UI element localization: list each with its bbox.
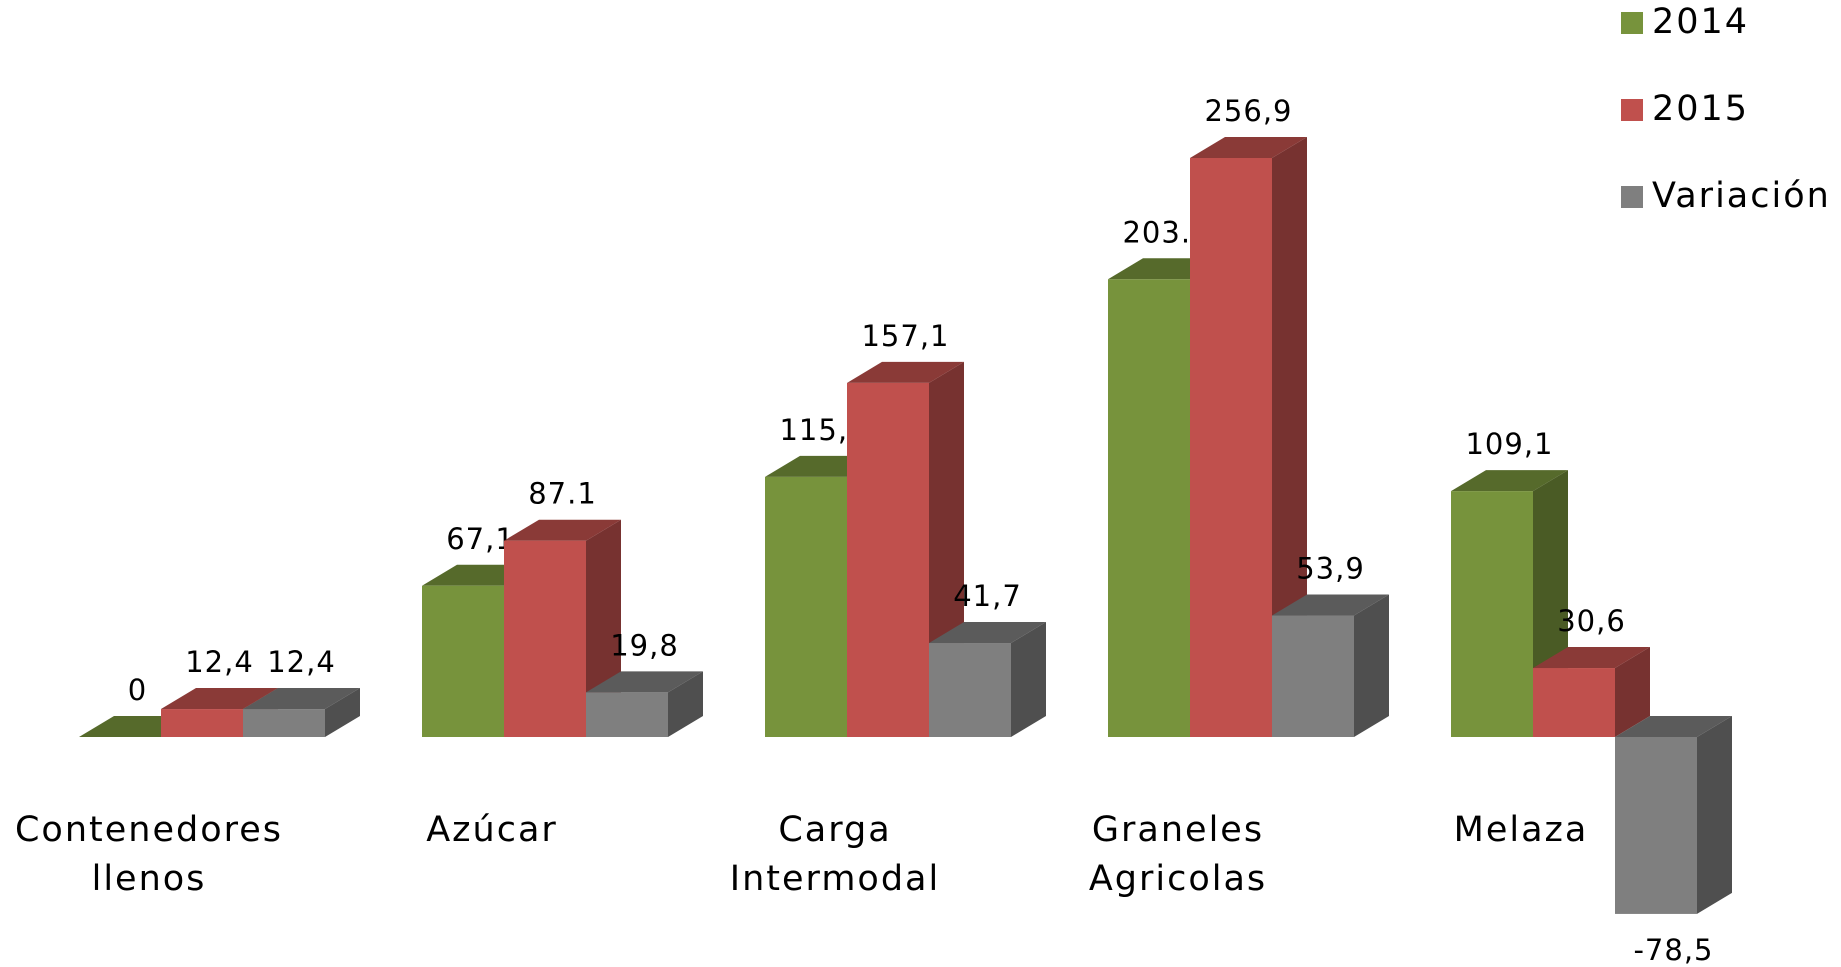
- bar-side: [1272, 137, 1307, 737]
- bar-side: [1011, 622, 1046, 737]
- legend-label: Variación: [1652, 176, 1831, 216]
- data-label: 67,1: [446, 522, 515, 556]
- data-label: -78,5: [1633, 933, 1713, 967]
- bar-top: [243, 688, 360, 710]
- bar-top: [1272, 594, 1389, 616]
- x-tick-label: Graneles Agricolas: [1088, 810, 1268, 899]
- legend-swatch: [1621, 12, 1643, 34]
- x-tick-label: Carga Intermodal: [729, 810, 941, 899]
- bar: [243, 709, 325, 737]
- data-label: 0: [128, 673, 147, 707]
- bar: [1451, 491, 1533, 737]
- data-label: 109,1: [1465, 427, 1553, 461]
- data-label: 12,4: [267, 645, 336, 679]
- bar: [161, 709, 243, 737]
- bar-top: [929, 622, 1046, 644]
- legend-label: 2014: [1652, 2, 1749, 42]
- legend-label: 2015: [1652, 89, 1749, 129]
- bar-side: [668, 671, 703, 737]
- data-label: 30,6: [1557, 604, 1626, 638]
- bar: [422, 585, 504, 737]
- data-label: 256,9: [1204, 94, 1292, 128]
- data-label: 41,7: [953, 579, 1022, 613]
- bar-top: [504, 519, 621, 541]
- bar: [1533, 668, 1615, 737]
- x-tick-label: Azúcar: [426, 810, 558, 850]
- bar: [504, 540, 586, 737]
- data-label: 19,8: [610, 628, 679, 662]
- legend-swatch: [1621, 186, 1643, 208]
- bar-top: [1615, 716, 1732, 737]
- data-label: 157,1: [861, 319, 949, 353]
- legend-swatch: [1621, 99, 1643, 121]
- bar: [929, 643, 1011, 737]
- bar-top: [847, 361, 964, 383]
- bar-top: [1190, 137, 1307, 158]
- bar-top: [586, 671, 703, 693]
- bar-side: [1354, 594, 1389, 737]
- bar: [765, 476, 847, 737]
- bar: [1615, 737, 1697, 914]
- x-tick-label: Melaza: [1453, 810, 1589, 850]
- bar: [1272, 615, 1354, 737]
- bar-top: [161, 688, 278, 710]
- bar: [1108, 279, 1190, 737]
- bar-side: [1615, 647, 1650, 737]
- bar-top: [1451, 470, 1568, 492]
- bar: [586, 692, 668, 737]
- x-tick-label: Contenedores llenos: [14, 810, 284, 899]
- bar-side: [325, 688, 360, 737]
- data-label: 87.1: [528, 477, 597, 511]
- data-label: 12,4: [185, 645, 254, 679]
- bar: [847, 382, 929, 737]
- bar: [1190, 158, 1272, 737]
- bar-side: [1697, 716, 1732, 914]
- bar-top: [1533, 647, 1650, 669]
- data-label: 53,9: [1296, 552, 1365, 586]
